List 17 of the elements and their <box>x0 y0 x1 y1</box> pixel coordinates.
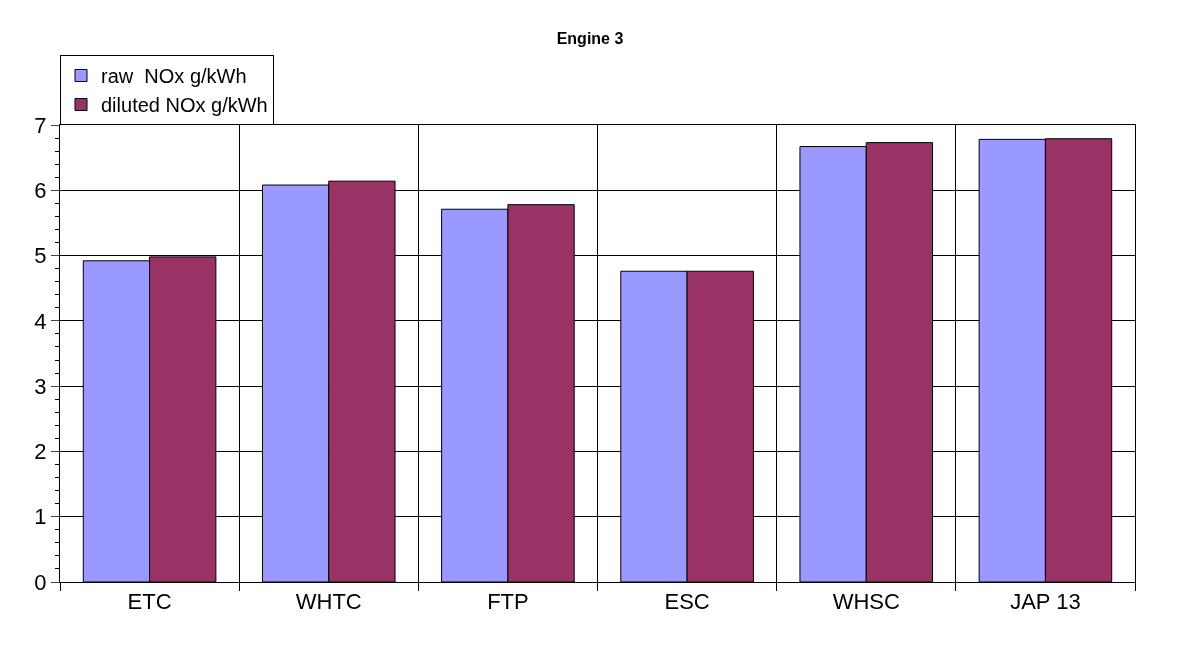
x-tick-label: ESC <box>664 589 710 615</box>
y-tick-label: 2 <box>34 439 47 465</box>
legend-label: raw NOx g/kWh <box>101 65 247 88</box>
x-tick-label: WHTC <box>295 589 362 615</box>
y-tick-label: 0 <box>34 569 47 595</box>
x-tick-label: WHSC <box>832 589 900 615</box>
legend-label: diluted NOx g/kWh <box>101 94 268 117</box>
y-tick-label: 6 <box>34 177 47 203</box>
x-tick-label: ETC <box>127 589 172 615</box>
x-tick-label: JAP 13 <box>1010 589 1081 615</box>
y-tick-label: 5 <box>34 243 47 269</box>
x-tick-label: FTP <box>487 589 529 615</box>
y-tick-label: 1 <box>34 504 47 530</box>
y-tick-label: 3 <box>34 373 47 399</box>
chart-title: Engine 3 <box>556 30 624 48</box>
y-tick-label: 7 <box>34 112 47 138</box>
y-tick-label: 4 <box>34 308 47 334</box>
